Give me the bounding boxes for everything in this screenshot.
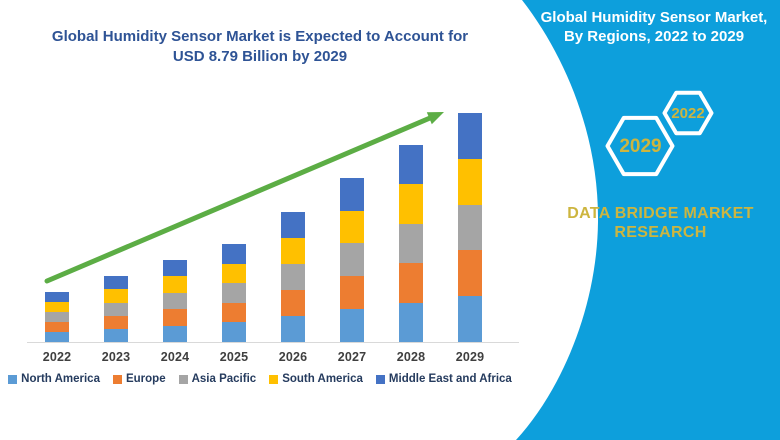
legend-label-europe: Europe	[125, 373, 166, 385]
bar-2028	[399, 145, 423, 342]
bar-segment-north-america-2023	[104, 328, 128, 342]
legend-label-south-america: South America	[282, 373, 363, 385]
x-axis-label-2024: 2024	[160, 350, 190, 364]
bar-segment-north-america-2024	[163, 325, 187, 342]
bar-segment-europe-2029	[458, 250, 482, 297]
legend-swatch-north-america	[8, 374, 18, 384]
bar-segment-south-america-2026	[281, 237, 305, 264]
x-axis-label-2025: 2025	[219, 350, 249, 364]
x-axis-line	[27, 342, 519, 343]
bar-2023	[104, 276, 128, 342]
bar-segment-asia-pacific-2023	[104, 302, 128, 316]
bar-segment-middle-east-and-africa-2023	[104, 276, 128, 290]
bar-segment-asia-pacific-2025	[222, 283, 246, 303]
bar-segment-south-america-2024	[163, 276, 187, 293]
right-panel-title: Global Humidity Sensor Market, By Region…	[532, 8, 776, 46]
bar-segment-asia-pacific-2028	[399, 223, 423, 264]
bar-segment-south-america-2022	[45, 301, 69, 312]
bar-2022	[45, 291, 69, 342]
bar-segment-middle-east-and-africa-2028	[399, 145, 423, 185]
right-panel-title-line1: Global Humidity Sensor Market,	[540, 9, 768, 26]
legend: North America Europe Asia Pacific South Ame…	[0, 373, 520, 385]
trend-arrow-head	[426, 112, 444, 125]
legend-swatch-middle-east-and-africa	[375, 374, 385, 384]
chart-panel: Global Humidity Sensor Market is Expecte…	[0, 27, 520, 385]
bar-segment-europe-2026	[281, 289, 305, 316]
chart-title-line2: USD 8.79 Billion by 2029	[172, 48, 348, 65]
bar-2026	[281, 211, 305, 342]
bar-segment-asia-pacific-2026	[281, 263, 305, 290]
x-axis-label-2023: 2023	[101, 350, 131, 364]
bar-segment-south-america-2028	[399, 184, 423, 224]
bar-segment-north-america-2026	[281, 315, 305, 342]
x-axis-label-2022: 2022	[42, 350, 72, 364]
legend-swatch-europe	[112, 374, 122, 384]
legend-item-europe: Europe	[112, 373, 166, 385]
legend-item-north-america: North America	[8, 373, 100, 385]
bar-segment-middle-east-and-africa-2029	[458, 113, 482, 159]
brand-line2: RESEARCH	[614, 224, 707, 241]
bar-segment-south-america-2029	[458, 158, 482, 205]
bar-segment-north-america-2027	[340, 309, 364, 342]
brand-wordmark: DATA BRIDGE MARKET RESEARCH	[553, 204, 768, 242]
bar-segment-middle-east-and-africa-2026	[281, 211, 305, 238]
bar-segment-europe-2022	[45, 321, 69, 332]
bar-segment-north-america-2028	[399, 302, 423, 342]
legend-label-middle-east-and-africa: Middle East and Africa	[388, 373, 512, 385]
bar-segment-europe-2028	[399, 263, 423, 303]
bar-segment-middle-east-and-africa-2024	[163, 259, 187, 277]
x-axis-label-2028: 2028	[396, 350, 426, 364]
bar-segment-middle-east-and-africa-2027	[340, 177, 364, 211]
bar-segment-asia-pacific-2029	[458, 204, 482, 251]
legend-label-north-america: North America	[21, 373, 100, 385]
bar-segment-middle-east-and-africa-2025	[222, 244, 246, 264]
chart-title-line1: Global Humidity Sensor Market is Expecte…	[51, 28, 469, 45]
bar-2025	[222, 244, 246, 342]
x-axis-label-2027: 2027	[337, 350, 367, 364]
bar-segment-europe-2024	[163, 309, 187, 326]
bar-segment-south-america-2023	[104, 289, 128, 303]
bar-2024	[163, 259, 187, 342]
bar-segment-south-america-2025	[222, 263, 246, 284]
brand-line1: DATA BRIDGE MARKET	[567, 205, 754, 222]
hexagon-2029-label: 2029	[619, 136, 662, 157]
bar-segment-asia-pacific-2024	[163, 292, 187, 310]
x-axis-label-2026: 2026	[278, 350, 308, 364]
legend-item-asia-pacific: Asia Pacific	[178, 373, 257, 385]
hexagon-2022-label: 2022	[671, 105, 705, 122]
legend-swatch-south-america	[269, 374, 279, 384]
bar-segment-asia-pacific-2027	[340, 243, 364, 277]
x-axis-label-2029: 2029	[455, 350, 485, 364]
legend-item-south-america: South America	[269, 373, 363, 385]
bar-segment-north-america-2022	[45, 331, 69, 342]
bar-2027	[340, 177, 364, 342]
bar-segment-north-america-2029	[458, 296, 482, 342]
legend-swatch-asia-pacific	[178, 374, 188, 384]
bar-segment-europe-2025	[222, 302, 246, 323]
bar-segment-south-america-2027	[340, 210, 364, 244]
bar-segment-middle-east-and-africa-2022	[45, 291, 69, 302]
chart-title: Global Humidity Sensor Market is Expecte…	[0, 27, 520, 67]
bar-segment-north-america-2025	[222, 322, 246, 342]
right-panel-title-line2: By Regions, 2022 to 2029	[563, 28, 745, 45]
legend-label-asia-pacific: Asia Pacific	[191, 373, 257, 385]
bar-segment-asia-pacific-2022	[45, 311, 69, 322]
bar-segment-europe-2023	[104, 315, 128, 329]
bar-segment-europe-2027	[340, 276, 364, 310]
bar-2029	[458, 113, 482, 342]
legend-item-middle-east-and-africa: Middle East and Africa	[375, 373, 512, 385]
